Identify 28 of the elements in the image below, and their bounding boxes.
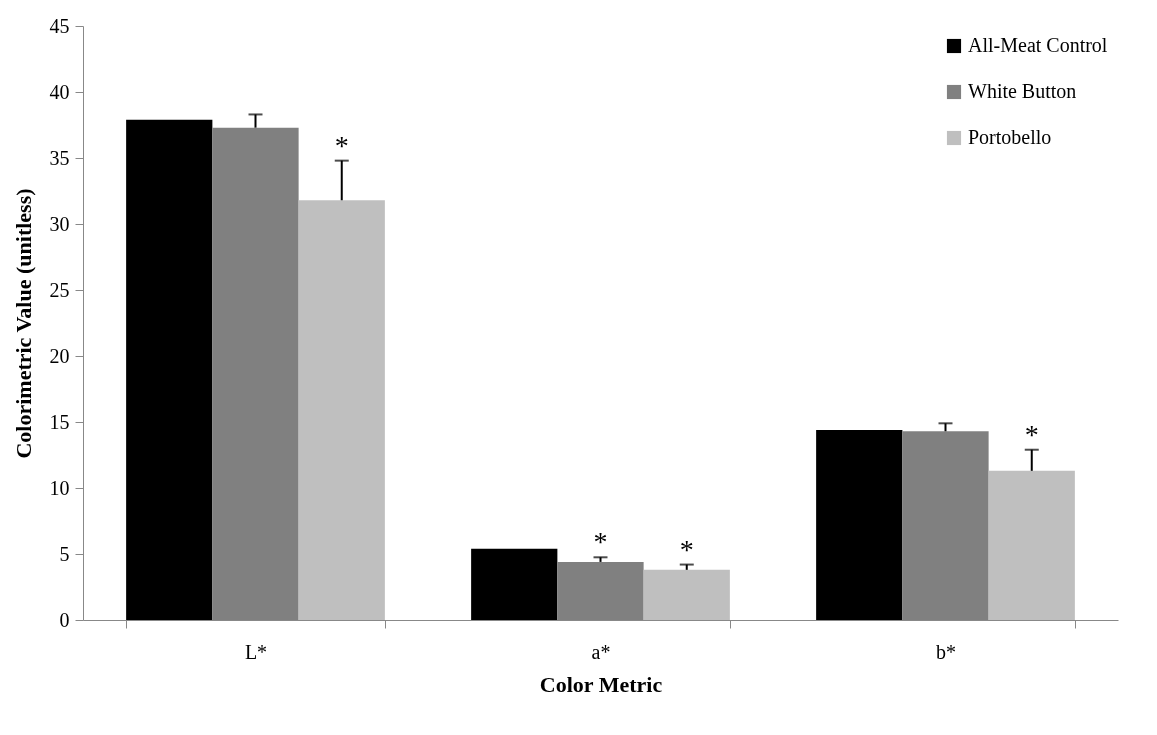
x-tick-label: L* bbox=[244, 640, 268, 663]
legend-label: White Button bbox=[968, 80, 1077, 102]
y-tick-label: 25 bbox=[49, 278, 70, 301]
y-tick-label: 20 bbox=[49, 344, 70, 367]
y-tick-label: 30 bbox=[49, 212, 70, 235]
y-tick-label: 5 bbox=[59, 542, 70, 565]
bar bbox=[298, 200, 385, 620]
y-tick-label: 0 bbox=[59, 608, 70, 631]
legend-label: All-Meat Control bbox=[968, 34, 1108, 56]
x-tick-label: a* bbox=[591, 640, 611, 663]
y-tick-label: 35 bbox=[49, 146, 70, 169]
data-label: * bbox=[679, 533, 694, 565]
bar bbox=[988, 470, 1075, 620]
x-tick-label: b* bbox=[936, 640, 956, 663]
bar bbox=[643, 569, 730, 620]
x-axis-title: Color Metric bbox=[539, 671, 663, 697]
bar bbox=[816, 429, 903, 620]
data-label: * bbox=[593, 526, 608, 558]
bar bbox=[126, 119, 213, 620]
y-tick-label: 15 bbox=[49, 410, 70, 433]
legend-label: Portobello bbox=[968, 126, 1052, 148]
data-label: * bbox=[334, 129, 349, 161]
bar bbox=[471, 548, 558, 620]
y-tick-label: 40 bbox=[49, 80, 70, 103]
y-tick-label: 45 bbox=[49, 14, 70, 37]
y-axis-title: Colorimetric Value (unitless) bbox=[10, 188, 36, 459]
data-label: * bbox=[1024, 418, 1039, 450]
y-tick-label: 10 bbox=[49, 476, 70, 499]
